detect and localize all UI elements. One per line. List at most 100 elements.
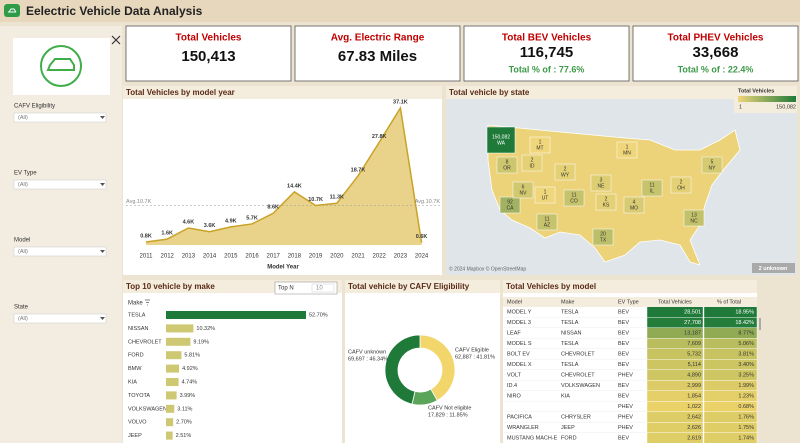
kpi-title: Avg. Electric Range xyxy=(331,33,425,44)
table-cell: VOLT xyxy=(507,372,522,378)
scrollbar[interactable] xyxy=(759,318,761,330)
kpi-value: 150,413 xyxy=(181,48,235,65)
line xyxy=(145,105,423,243)
close-icon[interactable] xyxy=(111,35,121,45)
app-icon xyxy=(4,4,20,17)
data-label: 4.6K xyxy=(183,219,195,225)
data-label: 4.92% xyxy=(182,366,198,372)
heat-cell xyxy=(646,432,704,443)
state-name: NC xyxy=(690,218,698,224)
kpi-card xyxy=(125,25,292,82)
table-cell: PHEV xyxy=(618,404,633,410)
filter-dropdown[interactable] xyxy=(13,112,107,123)
filter-value: (All) xyxy=(18,115,28,121)
table-cell: TESLA xyxy=(561,320,579,326)
table-cell: 18.42% xyxy=(735,320,754,326)
table-cell: 7,609 xyxy=(687,341,701,347)
state-region xyxy=(486,126,516,154)
category-label: VOLKSWAGEN xyxy=(128,406,167,412)
category-label: KIA xyxy=(128,379,137,385)
filter-label: Model xyxy=(14,238,30,244)
category-label: BMW xyxy=(128,366,142,372)
data-label: 14.4K xyxy=(287,183,302,189)
state-region xyxy=(554,163,576,181)
panel-title-bar xyxy=(446,86,797,99)
table-cell: 2,642 xyxy=(687,414,701,420)
state-value: 8 xyxy=(506,159,509,165)
panel-title: Total Vehicles by model xyxy=(506,282,596,291)
table-cell: 5.06% xyxy=(738,341,754,347)
panel-title: Top 10 vehicle by make xyxy=(126,282,215,291)
table-cell: CHEVROLET xyxy=(561,351,595,357)
x-tick-label: 2022 xyxy=(373,254,387,260)
data-label: 52.70% xyxy=(309,312,328,318)
state-value: 92 xyxy=(507,199,513,205)
segment-name: CAFV unknown xyxy=(348,349,386,355)
filter-dropdown[interactable] xyxy=(13,313,107,324)
sort-icon[interactable] xyxy=(145,299,150,306)
table-cell: NISSAN xyxy=(561,330,582,336)
table-cell: 1.76% xyxy=(738,414,754,420)
table-cell: NIRO xyxy=(507,393,521,399)
sidebar xyxy=(0,26,122,443)
state-name: WY xyxy=(561,172,570,178)
segment-label: 62,887 : 41.81% xyxy=(455,354,495,360)
state-value: 1 xyxy=(544,189,547,195)
data-label: 10.7K xyxy=(308,197,323,203)
filter-label: State xyxy=(14,305,29,311)
bar xyxy=(166,351,182,360)
filter-value: (All) xyxy=(18,182,28,188)
state-value: 11 xyxy=(649,182,654,188)
column-header: % of Total xyxy=(717,299,741,305)
dropdown-arrow[interactable] xyxy=(100,183,105,186)
data-label: 11.3K xyxy=(330,195,344,201)
segment-name: CAFV Eligible xyxy=(455,347,489,353)
state-value: 1 xyxy=(626,144,629,150)
filter-dropdown[interactable] xyxy=(13,179,107,190)
filter-label: CAFV Eligibility xyxy=(14,104,55,110)
table-cell: 5,732 xyxy=(687,351,701,357)
state-region xyxy=(592,228,614,246)
table-cell: ID.4 xyxy=(507,383,517,389)
table-cell: 1.75% xyxy=(738,425,754,431)
state-name: IL xyxy=(650,188,654,194)
table-cell: PACIFICA xyxy=(507,414,532,420)
state-region xyxy=(616,141,638,159)
category-label: NISSAN xyxy=(128,326,149,332)
state-region xyxy=(536,213,558,231)
category-label: TOYOTA xyxy=(128,393,150,399)
unknown-label: 2 unknown xyxy=(759,266,788,272)
category-label: CHEVROLET xyxy=(128,339,162,345)
dropdown-arrow[interactable] xyxy=(100,250,105,253)
legend-tick: 150,082 xyxy=(776,104,796,110)
x-axis-label: Model Year xyxy=(267,265,299,271)
table-cell: 1,022 xyxy=(687,404,701,410)
data-label: 3.99% xyxy=(180,393,196,399)
table-cell: TESLA xyxy=(561,309,579,315)
x-tick-label: 2014 xyxy=(203,254,217,260)
table-cell: 27,708 xyxy=(684,320,701,326)
top-n-input[interactable] xyxy=(311,283,335,293)
table-cell: 3.40% xyxy=(738,362,754,368)
dropdown-arrow[interactable] xyxy=(100,116,105,119)
table-cell: MODEL 3 xyxy=(507,320,531,326)
table-cell: 18.95% xyxy=(735,309,754,315)
filter-dropdown[interactable] xyxy=(13,246,107,257)
state-name: AZ xyxy=(544,222,550,228)
data-label: 3.6K xyxy=(204,223,216,229)
x-tick-label: 2018 xyxy=(288,254,302,260)
state-value: 2 xyxy=(531,157,534,163)
panel xyxy=(123,280,342,443)
app-icon-car xyxy=(8,8,17,13)
x-tick-label: 2023 xyxy=(394,254,408,260)
table-cell: 1,854 xyxy=(687,393,701,399)
legend-tick: 1 xyxy=(739,104,742,110)
segment-label: 17,829 : 11.85% xyxy=(428,412,468,418)
dropdown-arrow[interactable] xyxy=(100,317,105,320)
state-region xyxy=(563,189,585,207)
table-cell: 3.25% xyxy=(738,372,754,378)
table-cell: PHEV xyxy=(618,425,633,431)
filter-label: EV Type xyxy=(14,171,37,177)
x-tick-label: 2016 xyxy=(245,254,259,260)
